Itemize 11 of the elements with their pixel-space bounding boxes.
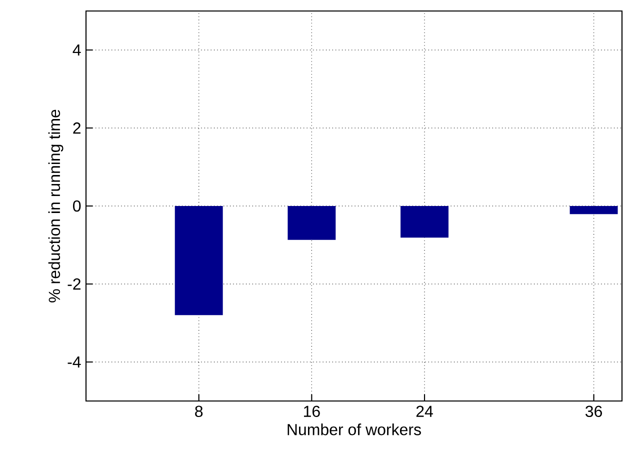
x-axis-title: Number of workers	[288, 424, 421, 436]
y-tick-label: -4	[68, 356, 81, 368]
y-tick-label: 0	[73, 200, 81, 212]
y-axis-title: % reduction in running time	[48, 110, 64, 302]
x-tick-label: 36	[585, 406, 602, 418]
y-tick-label: -2	[68, 278, 80, 290]
x-tick-label: 16	[304, 406, 320, 418]
x-tick-label: 8	[195, 406, 203, 418]
x-tick-label: 24	[416, 406, 433, 417]
y-tick-label: 2	[73, 122, 80, 134]
y-tick-label: 4	[72, 44, 81, 56]
